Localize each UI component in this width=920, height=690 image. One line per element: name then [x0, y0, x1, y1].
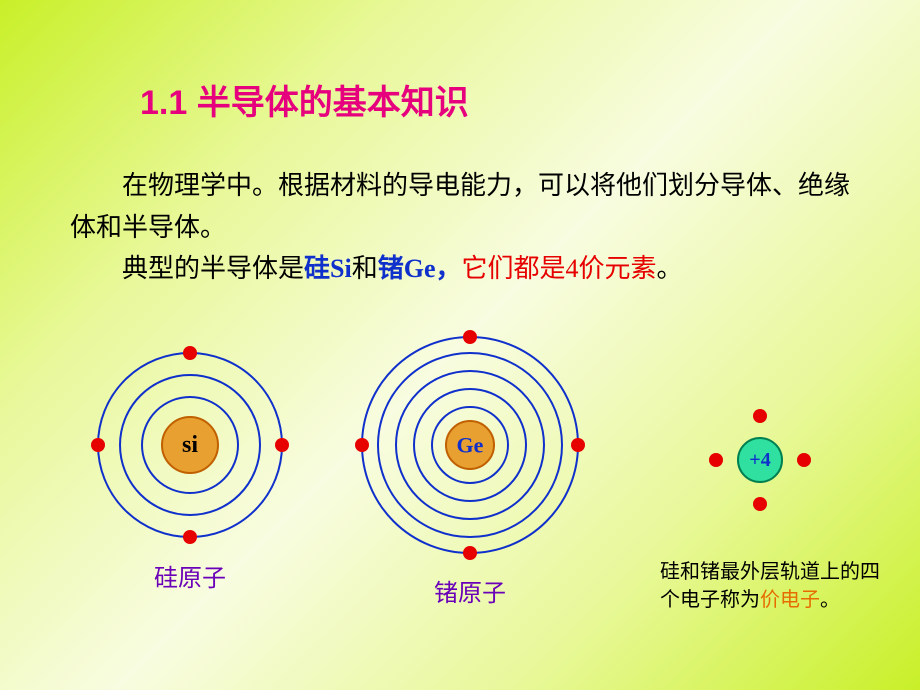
valence-diagram: +4: [700, 400, 820, 520]
footnote-c: 。: [820, 589, 840, 611]
svg-text:si: si: [182, 432, 198, 458]
para-period: 。: [657, 254, 683, 283]
para-text-2a: 典型的半导体是: [122, 254, 304, 283]
para-text-1: 在物理学中。根据材料的导电能力，可以将他们划分导体、绝缘体和半导体。: [70, 171, 850, 242]
para-ge: 锗Ge，: [378, 254, 462, 283]
ge-atom-svg: Ge: [350, 325, 590, 565]
svg-text:Ge: Ge: [457, 433, 484, 458]
svg-text:+4: +4: [749, 449, 770, 471]
valence-svg: +4: [700, 400, 820, 520]
footnote-b: 价电子: [760, 589, 820, 611]
si-atom-svg: si: [85, 340, 295, 550]
ge-atom-diagram: Ge 锗原子: [350, 325, 590, 608]
si-caption: 硅原子: [85, 558, 295, 593]
slide-title: 1.1 半导体的基本知识: [140, 75, 469, 124]
ge-caption: 锗原子: [350, 573, 590, 608]
para-red: 它们都是4价元素: [461, 254, 656, 283]
paragraph: 在物理学中。根据材料的导电能力，可以将他们划分导体、绝缘体和半导体。 典型的半导…: [70, 165, 850, 290]
para-and: 和: [352, 254, 378, 283]
footnote: 硅和锗最外层轨道上的四个电子称为价电子。: [660, 558, 890, 614]
para-si: 硅Si: [304, 254, 352, 283]
si-atom-diagram: si 硅原子: [85, 340, 295, 593]
